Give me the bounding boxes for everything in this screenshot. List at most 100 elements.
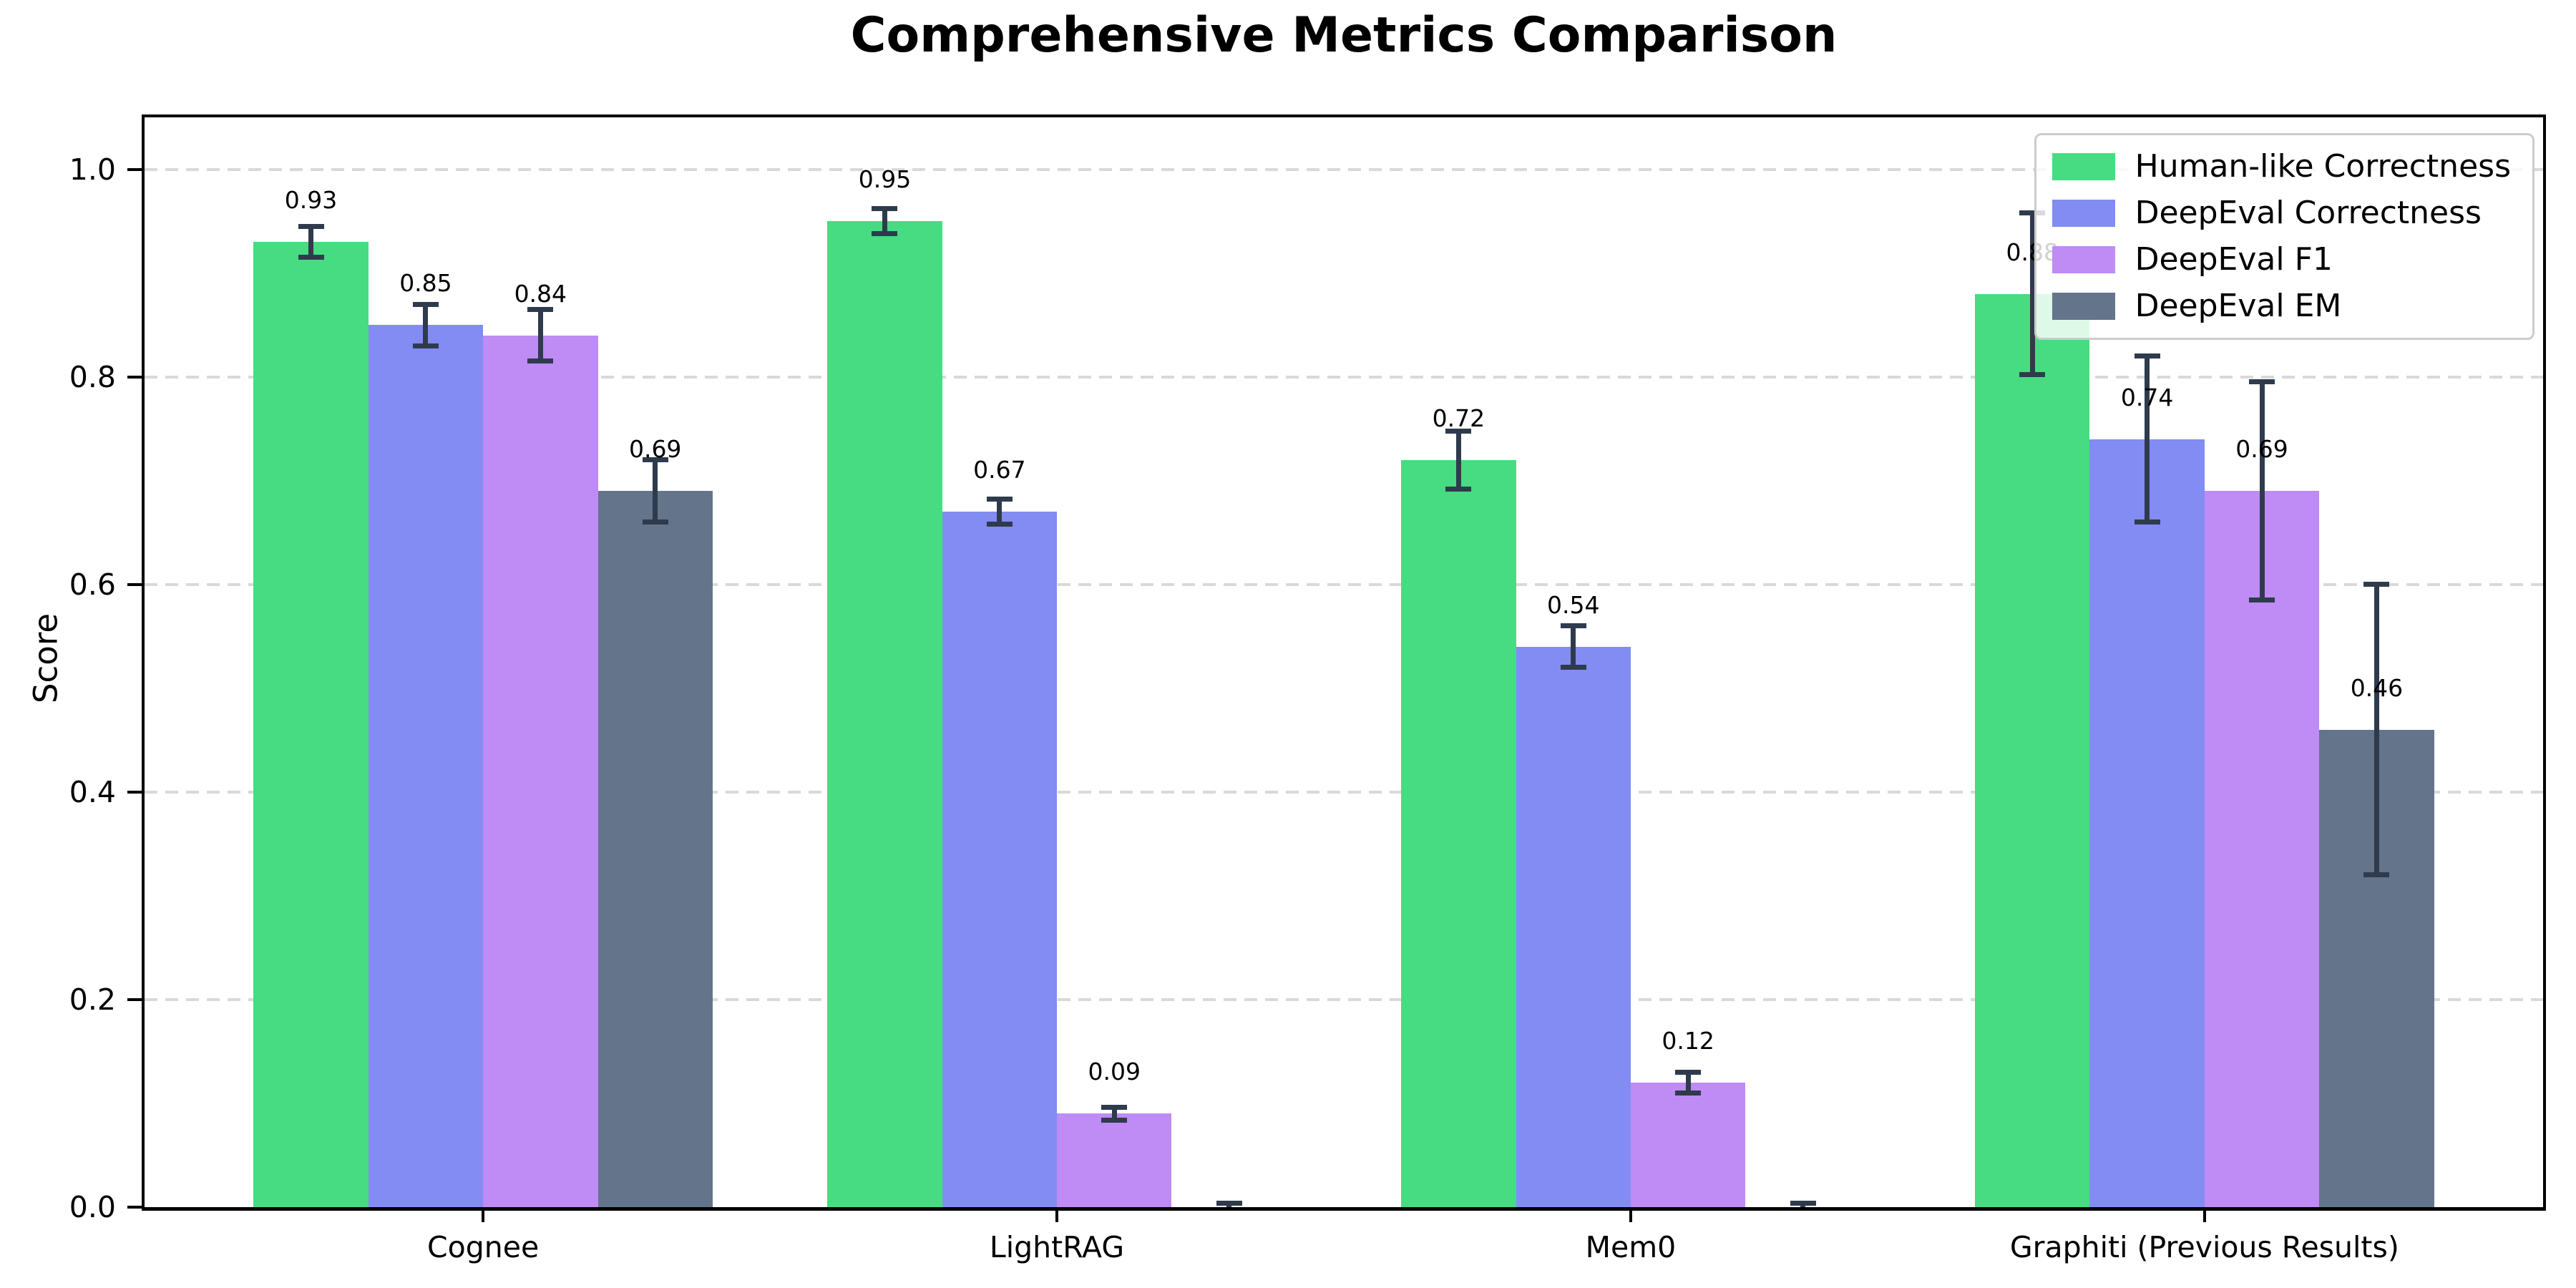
error-bar-cap xyxy=(2249,597,2275,602)
gridline xyxy=(145,375,2543,379)
bar-value-label: 0.67 xyxy=(973,456,1026,484)
error-bar-cap xyxy=(1101,1117,1128,1123)
bar xyxy=(597,491,713,1207)
bar-value-label: 0.54 xyxy=(1547,590,1600,619)
error-bar xyxy=(2145,356,2150,522)
bar xyxy=(1975,293,2090,1207)
y-tick-label: 1.0 xyxy=(69,152,116,187)
bar-value-label: 0.09 xyxy=(1088,1058,1141,1086)
y-tick xyxy=(127,582,142,586)
chart-title: Comprehensive Metrics Comparison xyxy=(850,7,1838,64)
error-bar-cap xyxy=(986,522,1013,527)
legend-swatch xyxy=(2051,200,2115,227)
error-bar-cap xyxy=(1675,1090,1702,1096)
error-bar xyxy=(2029,213,2035,375)
bar xyxy=(1516,646,1631,1207)
y-tick-label: 0.8 xyxy=(69,359,116,394)
error-bar-cap xyxy=(642,457,668,463)
error-bar xyxy=(308,226,314,258)
error-bar-cap xyxy=(1560,665,1586,670)
error-bar-cap xyxy=(1790,1200,1816,1206)
error-bar-cap xyxy=(872,206,898,212)
error-bar-cap xyxy=(1101,1105,1128,1111)
bar xyxy=(1630,1082,1746,1207)
error-bar-cap xyxy=(1445,486,1472,492)
error-bar-cap xyxy=(298,255,324,260)
error-bar-cap xyxy=(2249,379,2275,385)
legend-item: Human-like Correctness xyxy=(2051,148,2511,185)
error-bar-cap xyxy=(2019,210,2046,215)
legend-swatch xyxy=(2051,246,2115,273)
error-bar-cap xyxy=(527,306,554,312)
bar-value-label: 0.85 xyxy=(399,269,452,298)
legend-label: Human-like Correctness xyxy=(2135,148,2511,185)
x-tick-label: Mem0 xyxy=(1585,1230,1677,1264)
bar xyxy=(1401,459,1516,1207)
bar-value-label: 0.69 xyxy=(628,435,682,464)
bar xyxy=(827,221,942,1207)
error-bar-cap xyxy=(2134,353,2160,359)
error-bar xyxy=(1111,1107,1117,1121)
error-bar xyxy=(537,309,543,361)
legend-item: DeepEval Correctness xyxy=(2051,195,2511,232)
legend: Human-like Correctness DeepEval Correctne… xyxy=(2034,133,2534,340)
legend-label: DeepEval F1 xyxy=(2135,241,2333,278)
bar-value-label: 0.84 xyxy=(514,279,567,308)
error-bar xyxy=(882,208,887,234)
error-bar xyxy=(1571,625,1576,668)
error-bar xyxy=(2373,584,2379,875)
legend-label: DeepEval EM xyxy=(2135,288,2342,324)
error-bar-cap xyxy=(1445,428,1472,434)
y-tick-label: 0.2 xyxy=(69,982,116,1017)
x-tick xyxy=(482,1208,485,1222)
bar-value-label: 0.69 xyxy=(2235,435,2288,464)
plot-canvas: 0.93 0.95 0.72 0.88 0.85 0.67 0.54 0.74 0.84 0.09… xyxy=(145,117,2543,1207)
error-bar-cap xyxy=(412,301,439,307)
error-bar xyxy=(1455,431,1461,489)
error-bar-cap xyxy=(2363,872,2390,878)
bar-value-label: 0.12 xyxy=(1662,1026,1714,1055)
legend-swatch xyxy=(2051,293,2115,320)
error-bar xyxy=(2259,381,2265,600)
error-bar-cap xyxy=(527,358,554,364)
error-bar xyxy=(423,304,429,346)
error-bar-cap xyxy=(1560,623,1586,629)
legend-item: DeepEval F1 xyxy=(2051,241,2511,278)
bar-value-label: 0.74 xyxy=(2120,383,2174,411)
bar-value-label: 0.93 xyxy=(284,186,338,215)
bar xyxy=(942,512,1058,1207)
bar xyxy=(483,335,598,1207)
y-tick-label: 0.0 xyxy=(69,1190,116,1224)
x-tick-label: Graphiti (Previous Results) xyxy=(2009,1230,2399,1264)
bar xyxy=(368,325,484,1207)
bar xyxy=(1057,1113,1172,1207)
error-bar xyxy=(1685,1072,1691,1093)
error-bar-cap xyxy=(986,497,1013,502)
y-tick xyxy=(127,790,142,794)
error-bar xyxy=(997,499,1002,525)
error-bar-cap xyxy=(412,343,439,348)
error-bar xyxy=(653,459,658,522)
legend-swatch xyxy=(2051,153,2115,180)
x-tick xyxy=(1055,1208,1059,1222)
error-bar-cap xyxy=(2019,372,2046,378)
x-tick-label: Cognee xyxy=(427,1230,540,1264)
y-tick xyxy=(127,997,142,1001)
y-axis-label: Score xyxy=(26,613,65,704)
x-tick xyxy=(2202,1208,2206,1222)
error-bar-cap xyxy=(2363,582,2390,587)
error-bar-cap xyxy=(1675,1069,1702,1075)
bar-value-label: 0.72 xyxy=(1432,404,1485,432)
gridline xyxy=(145,167,2543,171)
bar-value-label: 0.46 xyxy=(2350,673,2404,702)
gridline xyxy=(145,582,2543,586)
bar xyxy=(2089,439,2205,1207)
gridline xyxy=(145,790,2543,794)
legend-label: DeepEval Correctness xyxy=(2135,195,2482,231)
plot-area: 0.93 0.95 0.72 0.88 0.85 0.67 0.54 0.74 0.84 0.09… xyxy=(69,114,2546,1264)
error-bar-cap xyxy=(642,519,668,525)
y-tick xyxy=(127,167,142,171)
error-bar-cap xyxy=(872,230,898,236)
bar xyxy=(253,242,369,1207)
